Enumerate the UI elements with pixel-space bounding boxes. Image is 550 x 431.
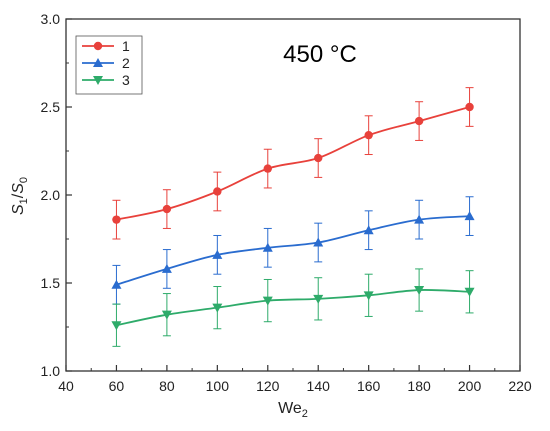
legend-swatch-marker xyxy=(93,76,103,85)
legend-item-3: 3 xyxy=(82,72,130,88)
legend-swatch-marker xyxy=(93,58,103,67)
data-point xyxy=(313,237,324,247)
data-point xyxy=(364,130,373,140)
annotation-label: 450 °C xyxy=(283,41,357,68)
y-axis-title-s0: S xyxy=(10,183,27,194)
x-tick-label: 80 xyxy=(159,378,175,394)
legend: 123 xyxy=(75,35,143,95)
legend-box xyxy=(75,35,143,95)
x-tick-label: 100 xyxy=(206,378,230,394)
data-point xyxy=(162,204,172,214)
x-tick-label: 180 xyxy=(407,378,431,394)
legend-label: 2 xyxy=(122,55,130,71)
y-tick-label: 2.0 xyxy=(41,187,61,203)
y-axis-title-s1: S xyxy=(10,204,27,215)
data-point xyxy=(465,102,474,112)
x-tick-label: 160 xyxy=(357,378,381,394)
data-point xyxy=(464,211,475,221)
x-tick-label: 140 xyxy=(307,378,331,394)
y-tick-label: 1.0 xyxy=(41,363,61,379)
x-tick-label: 60 xyxy=(109,378,125,394)
legend-label: 1 xyxy=(122,38,130,54)
x-tick-label: 120 xyxy=(256,378,280,394)
legend-item-1: 1 xyxy=(82,38,130,54)
x-tick-label: 200 xyxy=(458,378,482,394)
data-point xyxy=(414,214,425,224)
data-point xyxy=(313,294,324,304)
data-point xyxy=(111,321,122,331)
legend-label: 3 xyxy=(122,72,130,88)
axis-ticks xyxy=(65,18,521,372)
y-axis-title: S1/S0 xyxy=(10,177,30,215)
series-layer xyxy=(111,87,475,347)
series-line xyxy=(116,106,470,221)
x-axis-title-main: We xyxy=(278,400,302,417)
data-point xyxy=(414,286,425,296)
y-tick-label: 1.5 xyxy=(41,275,61,291)
y-tick-label: 2.5 xyxy=(41,99,61,115)
data-point xyxy=(263,164,272,173)
data-point xyxy=(363,225,374,235)
data-point xyxy=(111,279,122,289)
series-line xyxy=(116,215,470,286)
x-tick-label: 40 xyxy=(58,378,74,394)
data-point xyxy=(314,153,323,163)
series-1 xyxy=(112,87,474,240)
data-point xyxy=(363,291,374,301)
y-axis-title-sub1: 1 xyxy=(18,198,30,204)
x-axis-title-subscript: 2 xyxy=(302,408,308,420)
x-axis-title: We2 xyxy=(278,400,308,420)
data-point xyxy=(161,263,172,273)
series-2 xyxy=(111,196,475,305)
x-tick-label: 220 xyxy=(508,378,532,394)
legend-items: 123 xyxy=(82,38,130,88)
data-point xyxy=(464,287,475,297)
data-point xyxy=(212,249,223,259)
series-line xyxy=(116,289,470,327)
series-3 xyxy=(111,268,475,347)
legend-swatch-marker xyxy=(93,41,103,51)
data-point xyxy=(414,116,424,126)
data-point xyxy=(112,215,121,224)
data-point xyxy=(262,242,273,252)
axis-tick-labels: 40 60 80 100 120 140 160 180 200 220 1.0 1.5 2.0 2.5 3… xyxy=(41,11,532,394)
y-axis-title-sub0: 0 xyxy=(18,177,30,183)
y-tick-label: 3.0 xyxy=(41,11,61,27)
data-point xyxy=(161,310,172,320)
y-axis-title-slash: / xyxy=(10,193,27,198)
data-point xyxy=(212,303,223,313)
data-point xyxy=(262,296,273,306)
data-point xyxy=(213,187,222,196)
legend-item-2: 2 xyxy=(82,55,130,71)
